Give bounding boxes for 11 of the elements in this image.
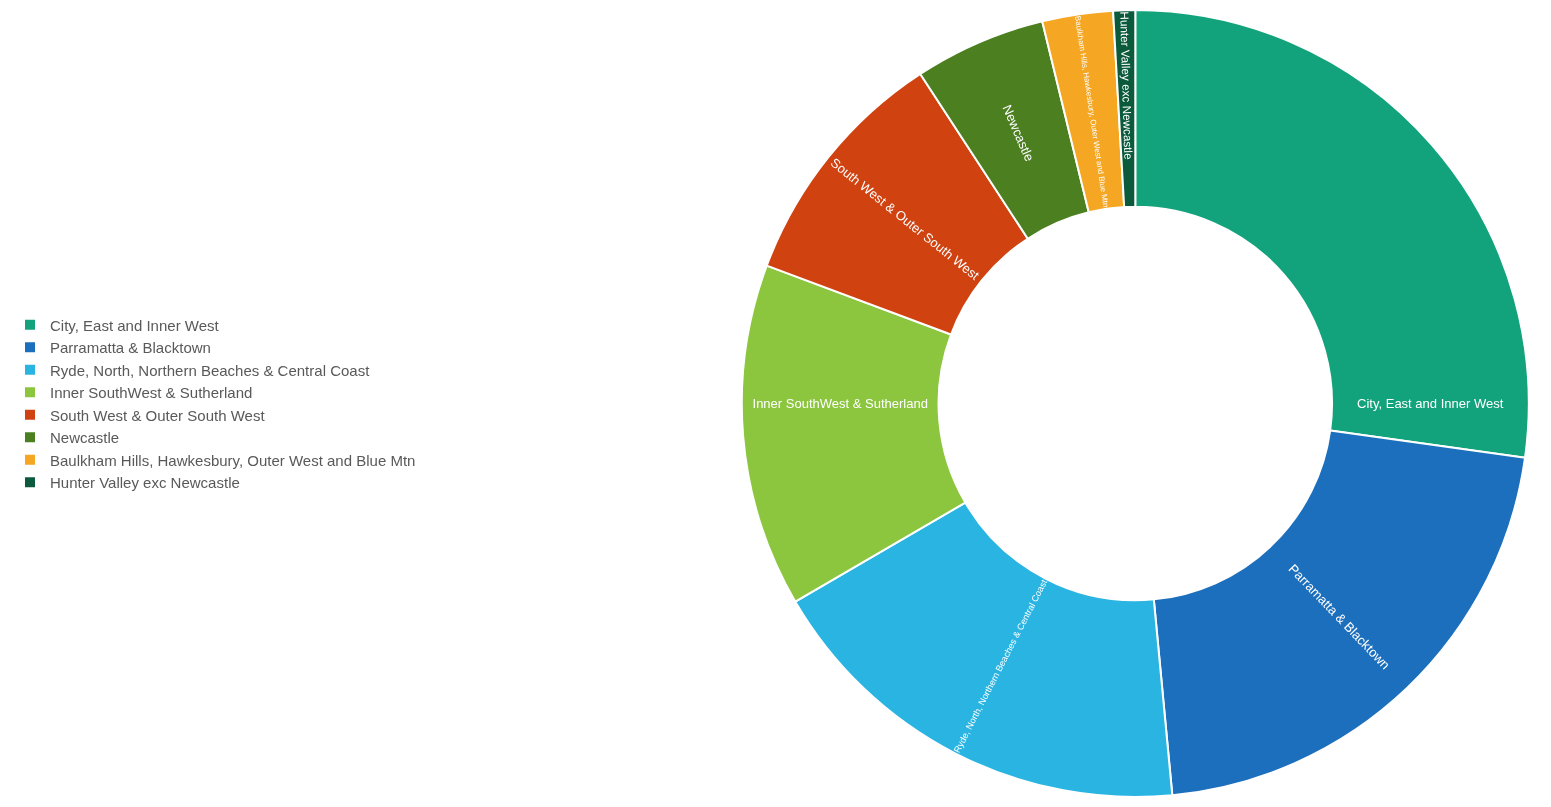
legend-label: Hunter Valley exc Newcastle: [50, 474, 240, 492]
legend-label: City, East and Inner West: [50, 316, 220, 334]
slice-label: City, East and Inner West: [1357, 396, 1504, 411]
slice-label: Inner SouthWest & Sutherland: [752, 396, 928, 411]
legend-label: Inner SouthWest & Sutherland: [50, 384, 253, 402]
legend-label: Newcastle: [50, 429, 120, 447]
slice-label: Hunter Valley exc Newcastle: [1118, 11, 1136, 160]
legend-label: Baulkham Hills, Hawkesbury, Outer West and Blue Mtn: [50, 451, 416, 469]
legend-label: South West & Outer South West: [50, 406, 266, 424]
legend-label: Parramatta & Blacktown: [50, 339, 211, 357]
legend-label: Ryde, North, Northern Beaches & Central Coast: [50, 361, 371, 379]
